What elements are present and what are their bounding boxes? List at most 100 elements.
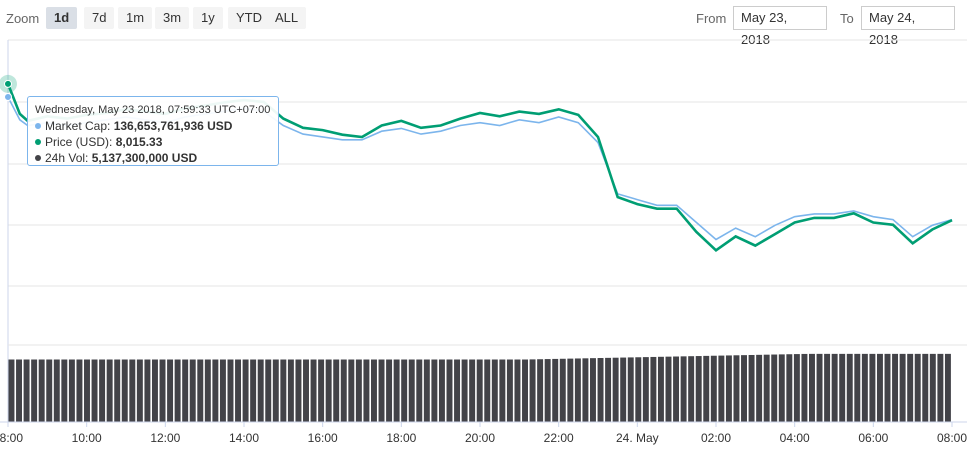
- volume-bar: [129, 359, 136, 422]
- volume-bar: [506, 359, 513, 422]
- x-tick-label: 06:00: [858, 431, 888, 445]
- market-cap-hover-marker: [4, 93, 12, 102]
- volume-bar: [884, 353, 891, 422]
- zoom-all-button[interactable]: ALL: [267, 7, 307, 29]
- volume-bar: [695, 356, 702, 422]
- volume-bar: [703, 355, 710, 422]
- volume-bar: [725, 355, 732, 422]
- volume-bar: [635, 357, 642, 422]
- zoom-ytd-button[interactable]: YTD: [228, 7, 270, 29]
- volume-bar: [235, 359, 242, 422]
- zoom-3m-button[interactable]: 3m: [155, 7, 190, 29]
- volume-bar: [657, 356, 664, 422]
- volume-bar: [899, 353, 906, 422]
- volume-bar: [869, 353, 876, 422]
- volume-bar: [907, 353, 914, 422]
- volume-bar: [876, 353, 883, 422]
- volume-bar: [491, 359, 498, 422]
- volume-bar: [454, 359, 461, 422]
- volume-bar: [333, 359, 340, 422]
- volume-bar: [287, 359, 294, 422]
- x-tick-label: 20:00: [465, 431, 495, 445]
- volume-bar: [197, 359, 204, 422]
- zoom-1y-button[interactable]: 1y: [193, 7, 223, 29]
- volume-bar: [801, 353, 808, 422]
- volume-bar: [23, 359, 30, 422]
- volume-bar: [76, 359, 83, 422]
- volume-bar: [227, 359, 234, 422]
- tooltip-market-cap-label: Market Cap:: [45, 119, 111, 133]
- volume-bar: [816, 353, 823, 422]
- volume-bar: [688, 356, 695, 422]
- volume-bar: [718, 355, 725, 422]
- volume-bar: [476, 359, 483, 422]
- to-date-input[interactable]: May 24, 2018: [861, 6, 955, 47]
- volume-bar: [114, 359, 121, 422]
- volume-bar: [257, 359, 264, 422]
- volume-bar: [121, 359, 128, 422]
- zoom-1d-button[interactable]: 1d: [46, 7, 78, 29]
- volume-bar: [763, 354, 770, 422]
- volume-bar: [386, 359, 393, 422]
- volume-bar: [416, 359, 423, 422]
- volume-bar: [204, 359, 211, 422]
- volume-bar: [61, 359, 68, 422]
- price-dot-icon: [35, 139, 41, 145]
- volume-bar: [31, 359, 38, 422]
- volume-bar: [612, 357, 619, 422]
- volume-bar: [348, 359, 355, 422]
- volume-bar: [99, 359, 106, 422]
- volume-bar: [559, 358, 566, 422]
- hover-markers: [0, 74, 17, 102]
- volume-dot-icon: [35, 155, 41, 161]
- tooltip-price-label: Price (USD):: [45, 135, 113, 149]
- volume-bar: [182, 359, 189, 422]
- volume-bar: [514, 359, 521, 422]
- volume-bar: [741, 355, 747, 422]
- x-tick-label: 22:00: [544, 431, 574, 445]
- tooltip-date: Wednesday, May 23 2018, 07:59:33 UTC+07:…: [35, 104, 271, 116]
- x-tick-label: 10:00: [72, 431, 102, 445]
- volume-bar: [310, 359, 317, 422]
- x-tick-label: 24. May: [616, 431, 659, 445]
- volume-bar: [68, 359, 75, 422]
- zoom-label: Zoom: [6, 11, 40, 26]
- volume-bar: [91, 359, 98, 422]
- volume-bar: [159, 359, 166, 422]
- volume-bar: [824, 353, 831, 422]
- tooltip-volume-row: 24h Vol: 5,137,300,000 USD: [35, 150, 271, 166]
- volume-bar: [590, 358, 596, 422]
- volume-bar: [438, 359, 445, 422]
- tooltip-price-value: 8,015.33: [115, 135, 163, 149]
- volume-bar: [325, 359, 332, 422]
- volume-bars: [8, 353, 951, 422]
- volume-bar: [371, 359, 377, 422]
- volume-bar: [771, 354, 778, 422]
- volume-bar: [650, 356, 657, 422]
- x-tick-label: 08:00: [0, 431, 23, 445]
- volume-bar: [809, 353, 815, 422]
- zoom-7d-button[interactable]: 7d: [84, 7, 115, 29]
- volume-bar: [363, 359, 370, 422]
- tooltip-price-row: Price (USD): 8,015.33: [35, 134, 271, 150]
- volume-bar: [673, 356, 680, 422]
- volume-bar: [892, 353, 899, 422]
- volume-bar: [46, 359, 53, 422]
- volume-bar: [710, 355, 717, 422]
- volume-bar: [408, 359, 415, 422]
- volume-bar: [733, 355, 740, 422]
- volume-bar: [340, 359, 347, 422]
- volume-bar: [250, 359, 257, 422]
- market-cap-dot-icon: [35, 123, 41, 129]
- from-date-input[interactable]: May 23, 2018: [733, 6, 827, 47]
- tooltip-volume-value: 5,137,300,000 USD: [91, 151, 198, 165]
- volume-bar: [393, 359, 400, 422]
- zoom-1m-button[interactable]: 1m: [118, 7, 153, 29]
- volume-bar: [642, 357, 649, 422]
- from-label: From: [696, 11, 727, 26]
- range-selector-toolbar: Zoom 1d 7d 1m 3m 1y YTD ALL From May 23,…: [0, 0, 967, 47]
- volume-bar: [627, 357, 634, 422]
- volume-bar: [574, 358, 581, 422]
- volume-bar: [537, 359, 544, 422]
